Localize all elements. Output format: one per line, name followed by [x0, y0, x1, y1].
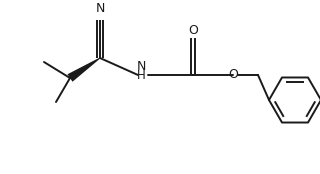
- Text: N: N: [95, 2, 105, 14]
- Text: H: H: [137, 69, 145, 82]
- Polygon shape: [68, 58, 100, 82]
- Text: O: O: [188, 23, 198, 37]
- Text: N: N: [136, 60, 146, 73]
- Text: O: O: [228, 69, 238, 81]
